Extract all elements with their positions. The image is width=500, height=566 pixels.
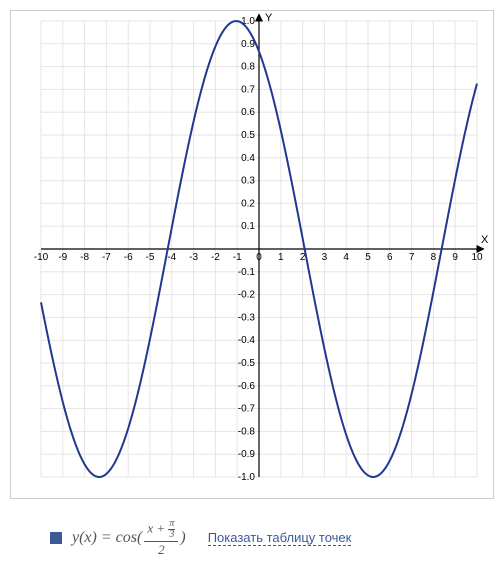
svg-text:0.6: 0.6 [241,107,255,118]
svg-text:-0.6: -0.6 [238,381,256,392]
inner-fraction: π3 [168,519,175,540]
svg-text:-5: -5 [146,252,155,263]
svg-text:-1: -1 [233,252,242,263]
svg-text:7: 7 [409,252,415,263]
svg-text:6: 6 [387,252,393,263]
svg-text:9: 9 [452,252,458,263]
svg-text:-8: -8 [80,252,89,263]
svg-text:-0.5: -0.5 [238,358,256,369]
svg-text:0.7: 0.7 [241,84,255,95]
svg-text:-0.1: -0.1 [238,267,256,278]
svg-text:0.8: 0.8 [241,62,255,73]
svg-text:-6: -6 [124,252,133,263]
formula-rhs: ) [180,529,185,547]
svg-text:0.2: 0.2 [241,198,255,209]
chart-container: XY-10-9-8-7-6-5-4-3-2-1012345678910-1.0-… [10,10,494,499]
svg-text:0.4: 0.4 [241,153,255,164]
svg-text:-0.7: -0.7 [238,404,256,415]
svg-text:5: 5 [365,252,371,263]
svg-text:-9: -9 [58,252,67,263]
svg-text:0.1: 0.1 [241,221,255,232]
svg-text:0.5: 0.5 [241,130,255,141]
svg-text:4: 4 [343,252,349,263]
fraction-denominator: 2 [155,542,168,556]
svg-text:1: 1 [278,252,284,263]
svg-text:3: 3 [322,252,328,263]
svg-text:Y: Y [265,13,273,24]
svg-text:-1.0: -1.0 [238,472,256,483]
svg-text:0: 0 [256,252,262,263]
svg-text:-0.8: -0.8 [238,426,256,437]
fraction: x + π3 2 [144,519,178,556]
formula-lhs: y(x) = cos( [72,529,142,547]
svg-text:10: 10 [471,252,483,263]
svg-text:-4: -4 [167,252,176,263]
legend: y(x) = cos( x + π3 2 ) Показать таблицу … [50,519,490,556]
svg-text:-3: -3 [189,252,198,263]
svg-text:-0.2: -0.2 [238,290,256,301]
svg-text:8: 8 [431,252,437,263]
svg-text:-7: -7 [102,252,111,263]
svg-text:-0.9: -0.9 [238,449,256,460]
svg-text:0.3: 0.3 [241,176,255,187]
svg-text:X: X [481,234,489,246]
svg-text:-2: -2 [211,252,220,263]
fraction-numerator: x + π3 [144,519,178,542]
svg-text:-10: -10 [34,252,49,263]
formula: y(x) = cos( x + π3 2 ) [72,519,186,556]
legend-swatch [50,532,62,544]
function-chart: XY-10-9-8-7-6-5-4-3-2-1012345678910-1.0-… [13,13,491,491]
svg-text:-0.4: -0.4 [238,335,256,346]
svg-text:-0.3: -0.3 [238,312,256,323]
show-table-link[interactable]: Показать таблицу точек [208,530,352,546]
